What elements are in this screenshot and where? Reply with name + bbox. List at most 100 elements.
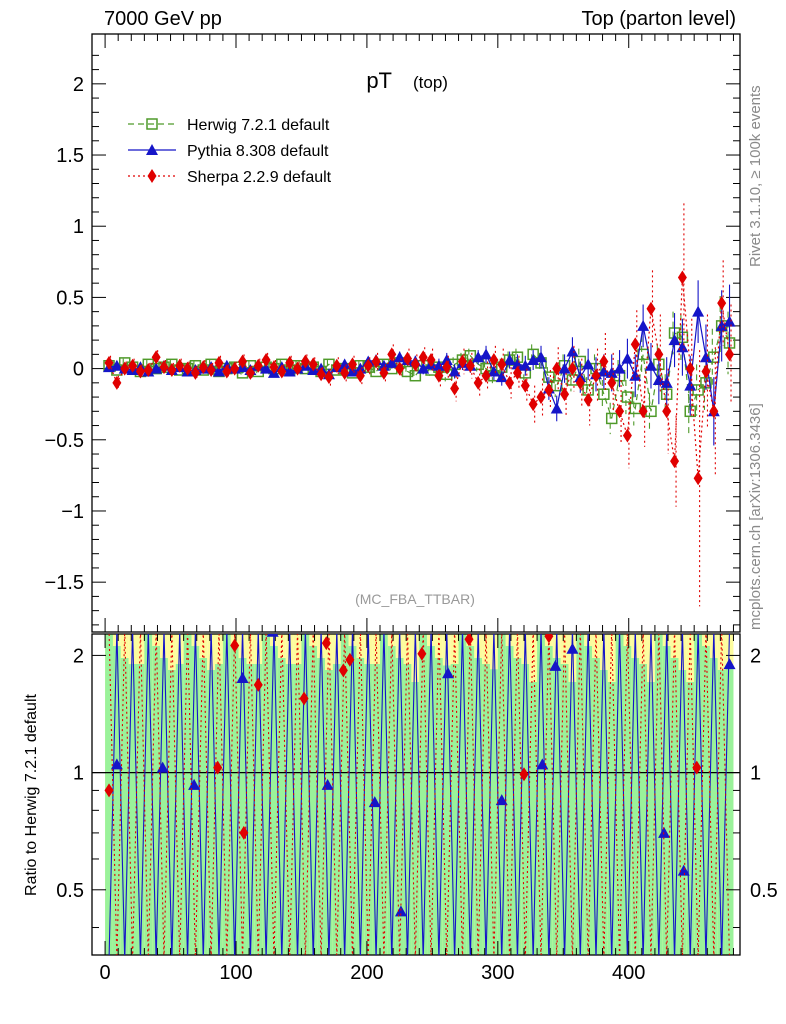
band-bin-green [301, 634, 310, 955]
band-bin-green [215, 664, 223, 955]
band-bin-green [246, 664, 255, 955]
data-point-sherpa [442, 360, 452, 375]
band-bin-green [277, 658, 286, 955]
data-point-sherpa [277, 364, 287, 379]
data-point-sherpa [615, 404, 625, 419]
ratio-y-tick-label: 2 [73, 645, 84, 667]
band-bin-green [576, 634, 585, 955]
ratio-uncertainty-band [105, 634, 734, 955]
ratio-point-sherpa [338, 663, 348, 678]
band-bin-green [670, 658, 679, 955]
series-sherpa [104, 203, 735, 607]
data-point-sherpa [677, 270, 687, 285]
band-bin-green [332, 664, 341, 955]
data-point-pythia [637, 319, 650, 331]
data-point-sherpa [654, 347, 664, 362]
band-bin-green [230, 646, 239, 955]
data-point-sherpa [159, 360, 169, 375]
data-point-pythia [582, 358, 595, 370]
data-point-sherpa [465, 358, 475, 373]
legend-label-sherpa: Sherpa 2.2.9 default [187, 169, 332, 186]
band-bin-green [592, 658, 600, 955]
data-point-pythia [668, 334, 681, 346]
ratio-point-sherpa [230, 638, 240, 653]
band-bin-green [631, 658, 640, 955]
band-bin-green [686, 682, 695, 955]
band-bin-green [725, 667, 734, 955]
data-point-pythia [684, 379, 697, 391]
band-bin-green [403, 664, 412, 955]
data-point-sherpa [575, 375, 585, 390]
band-bin-green [599, 670, 608, 955]
data-point-sherpa [151, 350, 161, 365]
ratio-point-pythia [536, 758, 549, 770]
data-point-pythia [527, 354, 540, 366]
ratio-point-pythia [677, 864, 690, 876]
data-point-sherpa [214, 355, 224, 370]
data-point-sherpa [646, 301, 656, 316]
ratio-y-tick-label: 0.5 [56, 880, 84, 902]
band-bin-green [489, 669, 498, 955]
data-point-sherpa [222, 364, 232, 379]
band-bin-green [372, 664, 380, 955]
data-point-pythia [550, 402, 563, 414]
ratio-y-tick-label-right: 0.5 [750, 880, 778, 902]
main-y-tick-label: −0.5 [45, 430, 84, 452]
band-bin-green [136, 664, 145, 955]
band-bin-green [513, 658, 522, 955]
band-bin-green [144, 634, 153, 955]
data-point-sherpa [253, 358, 263, 373]
data-point-sherpa [167, 363, 177, 378]
band-bin-green [694, 634, 703, 955]
data-point-sherpa [410, 357, 420, 372]
data-point-pythia [495, 371, 508, 383]
data-point-pythia [605, 366, 618, 378]
band-bin-green [270, 646, 278, 955]
data-point-sherpa [552, 361, 562, 376]
ratio-point-pythia [723, 658, 736, 670]
band-bin-green [529, 682, 538, 955]
data-point-pythia [621, 352, 634, 364]
legend-label-pythia: Pythia 8.308 default [187, 143, 329, 160]
data-point-pythia [480, 348, 493, 360]
band-bin-green [387, 646, 396, 955]
ratio-point-pythia [442, 667, 455, 679]
data-point-sherpa [363, 358, 373, 373]
ratio-point-pythia [495, 794, 508, 806]
legend-marker-sherpa [147, 169, 157, 183]
data-point-sherpa [143, 363, 153, 378]
band-bin-green [466, 646, 475, 955]
data-point-pythia [511, 358, 524, 370]
data-point-sherpa [693, 471, 703, 486]
data-point-sherpa [387, 347, 397, 362]
data-point-sherpa [112, 375, 122, 390]
band-bin-green [356, 658, 365, 955]
ratio-y-axis-label: Ratio to Herwig 7.2.1 default [23, 694, 40, 896]
data-point-sherpa [457, 354, 467, 369]
main-title-subscript: (top) [413, 73, 448, 92]
band-bin-green [340, 634, 349, 955]
data-point-pythia [260, 362, 273, 374]
data-point-sherpa [300, 354, 310, 369]
main-y-tick-label: 0 [73, 359, 84, 381]
ratio-x-tick-label: 300 [481, 962, 514, 984]
data-point-pythia [558, 362, 571, 374]
band-bin-green [293, 664, 302, 955]
ratio-point-pythia [658, 826, 671, 838]
data-point-sherpa [293, 361, 303, 376]
header-energy-label: 7000 GeV pp [104, 8, 222, 30]
band-bin-green [325, 670, 333, 955]
ratio-y-tick-label: 1 [73, 763, 84, 785]
ratio-y-tick-label-right: 2 [750, 645, 761, 667]
ratio-series [104, 634, 736, 955]
band-bin-green [474, 658, 483, 955]
ratio-point-sherpa [253, 677, 263, 692]
ratio-point-sherpa [417, 646, 427, 661]
ratio-point-sherpa [213, 760, 223, 775]
ratio-point-pythia [394, 905, 407, 917]
ratio-point-sherpa [104, 783, 114, 798]
main-y-tick-label: 0.5 [56, 287, 84, 309]
data-point-sherpa [591, 368, 601, 383]
band-bin-green [702, 646, 710, 955]
header-process-label: Top (parton level) [581, 8, 736, 30]
